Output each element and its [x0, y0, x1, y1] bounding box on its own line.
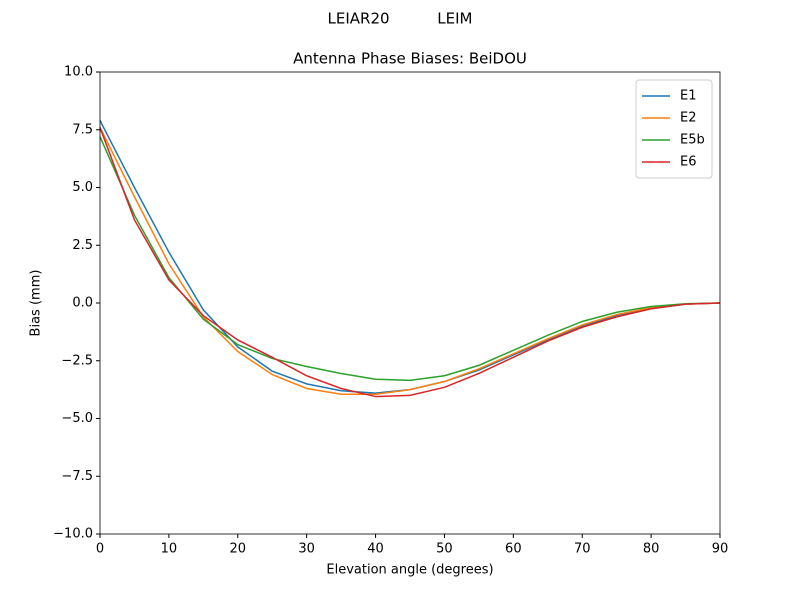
legend-label: E6 [680, 155, 697, 170]
legend-label: E5b [680, 133, 705, 148]
x-tick-label: 30 [298, 542, 315, 557]
y-tick-label: −5.0 [61, 411, 93, 426]
x-tick-label: 60 [505, 542, 522, 557]
series-line [99, 136, 721, 382]
x-tick-label: 90 [712, 542, 729, 557]
series-line [99, 127, 721, 398]
series-line [99, 127, 721, 395]
y-axis-label: Bias (mm) [29, 270, 44, 337]
y-tick-label: 7.5 [72, 122, 93, 137]
y-tick-label: 10.0 [64, 65, 93, 80]
x-tick-label: 0 [96, 542, 104, 557]
suptitle: LEIAR20 LEIM [328, 10, 473, 28]
x-tick-label: 80 [643, 542, 660, 557]
x-tick-label: 40 [367, 542, 384, 557]
y-tick-label: 0.0 [72, 296, 93, 311]
x-tick-label: 70 [574, 542, 591, 557]
plot-frame [99, 71, 721, 535]
x-tick-label: 20 [230, 542, 247, 557]
legend-label: E2 [680, 111, 697, 126]
y-tick-label: 5.0 [72, 180, 93, 195]
legend-label: E1 [680, 89, 697, 104]
chart-title: Antenna Phase Biases: BeiDOU [293, 50, 527, 68]
y-tick-label: −10.0 [53, 527, 93, 542]
y-tick-label: −2.5 [61, 353, 93, 368]
x-tick-label: 10 [161, 542, 178, 557]
legend-box [635, 79, 713, 179]
x-tick-label: 50 [436, 542, 453, 557]
x-axis-label: Elevation angle (degrees) [326, 563, 493, 578]
y-tick-label: −7.5 [61, 469, 93, 484]
y-tick-label: 2.5 [72, 238, 93, 253]
